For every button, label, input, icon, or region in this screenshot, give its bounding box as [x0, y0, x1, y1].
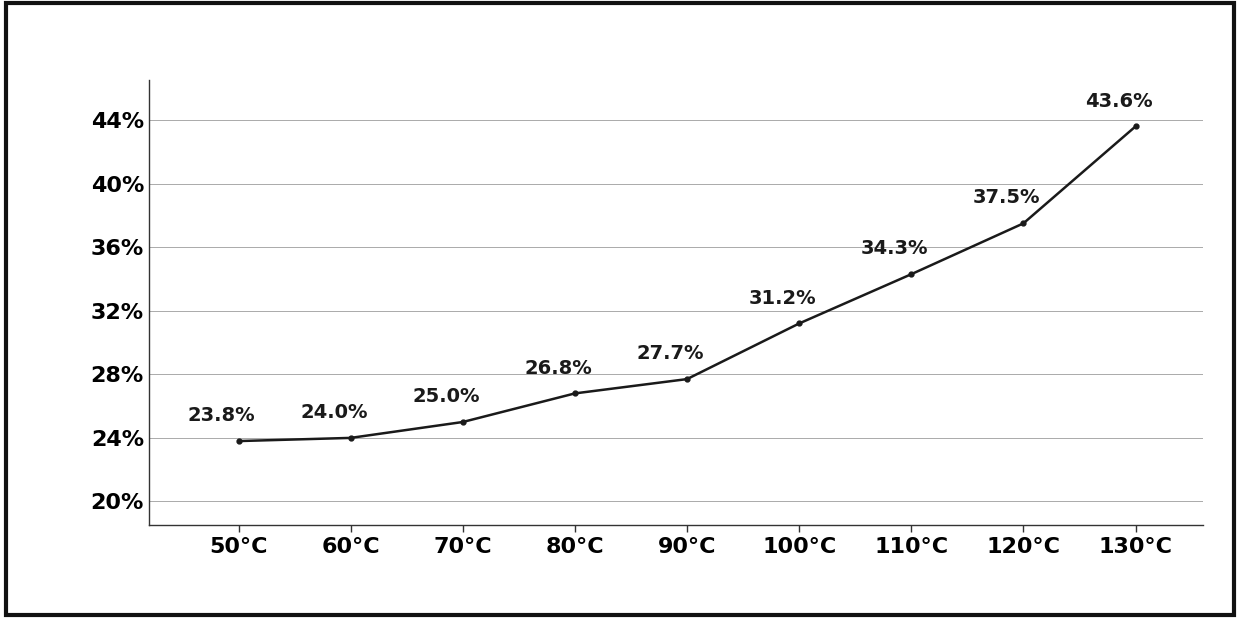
Text: 26.8%: 26.8%	[525, 358, 591, 378]
Text: 24.0%: 24.0%	[300, 403, 367, 422]
Text: 23.8%: 23.8%	[188, 406, 255, 425]
Text: 31.2%: 31.2%	[749, 289, 816, 308]
Text: 43.6%: 43.6%	[1085, 91, 1152, 111]
Text: 27.7%: 27.7%	[636, 344, 704, 363]
Text: 25.0%: 25.0%	[412, 387, 480, 406]
Text: 34.3%: 34.3%	[861, 239, 929, 258]
Text: 37.5%: 37.5%	[973, 188, 1040, 208]
